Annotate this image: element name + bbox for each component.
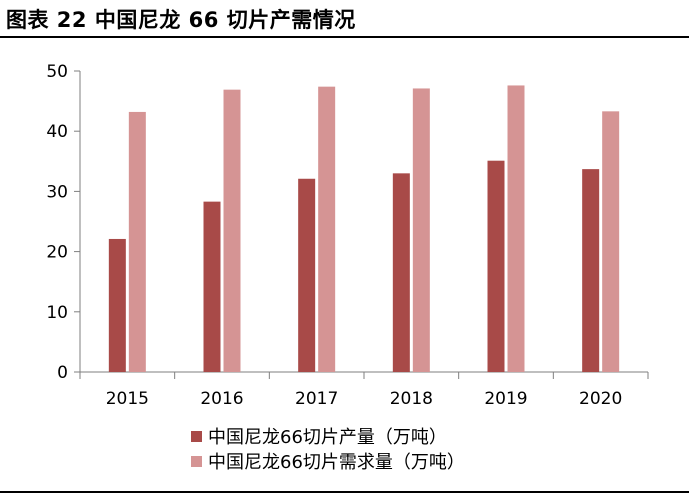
production-legend-swatch	[191, 431, 202, 442]
demand-legend-label: 中国尼龙66切片需求量（万吨）	[208, 452, 465, 473]
production-legend-label: 中国尼龙66切片产量（万吨）	[208, 427, 447, 448]
y-tick-label: 40	[46, 122, 68, 142]
title-underline	[0, 36, 689, 38]
demand-bar-2017	[318, 86, 336, 372]
demand-bar-2020	[602, 111, 620, 373]
x-tick-label: 2019	[484, 389, 527, 409]
x-axis: 2015 2016 2017 2018 2019 2020	[79, 371, 649, 409]
demand-legend-swatch	[191, 456, 202, 467]
production-bar-2017	[298, 178, 316, 372]
demand-bar-2015	[128, 111, 146, 372]
y-tick-label: 20	[46, 243, 68, 263]
production-bar-2015	[108, 238, 126, 372]
x-tick-label: 2017	[295, 389, 338, 409]
legend: 中国尼龙66切片产量（万吨） 中国尼龙66切片需求量（万吨）	[191, 427, 465, 473]
x-tick-label: 2020	[579, 389, 622, 409]
production-bar-2020	[582, 169, 600, 372]
x-tick-label: 2015	[106, 389, 149, 409]
figure-title: 图表 22 中国尼龙 66 切片产需情况	[6, 8, 356, 32]
demand-bar-2018	[412, 88, 430, 372]
y-tick-label: 50	[46, 62, 68, 82]
y-tick-label: 30	[46, 182, 68, 202]
bottom-rule	[0, 491, 689, 493]
x-tick-label: 2016	[200, 389, 243, 409]
y-tick-label: 10	[46, 303, 68, 323]
production-bar-2019	[487, 160, 505, 372]
production-bar-2018	[392, 173, 410, 372]
x-tick-label: 2018	[390, 389, 433, 409]
bars	[108, 85, 620, 373]
production-bar-2016	[203, 201, 221, 372]
y-axis: 0 10 20 30 40 50	[46, 62, 81, 383]
demand-bar-2016	[223, 89, 241, 373]
y-tick-label: 0	[57, 363, 68, 383]
demand-bar-2019	[507, 85, 525, 372]
